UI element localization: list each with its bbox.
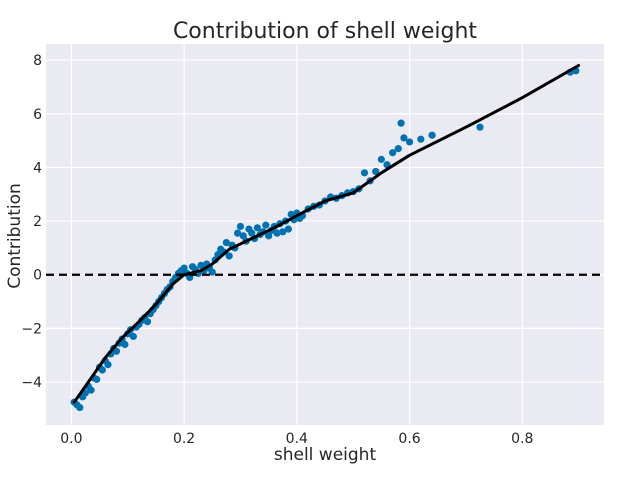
scatter-point bbox=[236, 222, 245, 231]
scatter-point bbox=[208, 268, 216, 276]
trend-line bbox=[72, 64, 581, 404]
scatter-point bbox=[360, 169, 369, 177]
scatter-point bbox=[262, 221, 270, 229]
scatter-point bbox=[476, 123, 484, 131]
y-tick-label: −2 bbox=[21, 321, 42, 337]
scatter-point bbox=[180, 264, 188, 272]
scatter-point bbox=[129, 332, 137, 341]
plot-background bbox=[46, 44, 604, 425]
y-tick-label: 6 bbox=[33, 107, 42, 123]
x-tick-label: 0.4 bbox=[286, 431, 308, 447]
scatter-point bbox=[121, 340, 129, 349]
scatter-point bbox=[225, 252, 233, 260]
scatter-point bbox=[112, 347, 121, 355]
scatter-point bbox=[428, 131, 436, 139]
y-tick-label: 0 bbox=[33, 268, 42, 284]
scatter-point bbox=[143, 318, 152, 326]
scatter-point bbox=[273, 229, 281, 237]
scatter-point bbox=[93, 375, 101, 383]
scatter-point bbox=[222, 238, 230, 247]
scatter-point bbox=[405, 138, 414, 146]
scatter-point bbox=[239, 232, 247, 240]
x-tick-labels: 0.0 0.2 0.4 0.6 0.8 bbox=[60, 431, 533, 447]
scatter-point bbox=[284, 225, 292, 233]
scatter-point bbox=[234, 229, 242, 237]
x-tick-label: 0.0 bbox=[60, 431, 82, 447]
scatter-point bbox=[372, 167, 380, 176]
y-tick-labels: −4 −2 0 2 4 6 8 bbox=[21, 53, 42, 391]
y-tick-label: 2 bbox=[33, 214, 42, 230]
x-axis-label: shell weight bbox=[274, 445, 377, 465]
scatter-point bbox=[98, 366, 106, 374]
scatter-point bbox=[253, 224, 261, 232]
scatter-point bbox=[394, 145, 402, 153]
scatter-point bbox=[377, 155, 385, 163]
x-tick-label: 0.6 bbox=[398, 431, 420, 447]
scatter-point bbox=[400, 134, 408, 142]
x-tick-label: 0.2 bbox=[173, 431, 195, 447]
scatter-point bbox=[248, 229, 256, 237]
y-axis-label: Contribution bbox=[5, 183, 25, 289]
scatter-point bbox=[104, 361, 112, 369]
scatter-point bbox=[417, 135, 425, 143]
y-tick-label: 8 bbox=[33, 53, 42, 69]
trend-series bbox=[72, 64, 581, 404]
scatter-point bbox=[197, 261, 205, 269]
scatter-point bbox=[397, 119, 405, 127]
y-tick-label: −4 bbox=[21, 375, 42, 391]
scatter-point bbox=[279, 228, 287, 236]
y-tick-label: 4 bbox=[33, 160, 42, 176]
scatter-point bbox=[265, 232, 273, 240]
x-tick-label: 0.8 bbox=[511, 431, 533, 447]
scatter-point bbox=[389, 149, 397, 157]
scatter-point bbox=[87, 386, 95, 394]
scatter-point bbox=[76, 403, 84, 412]
chart-title: Contribution of shell weight bbox=[173, 19, 477, 44]
